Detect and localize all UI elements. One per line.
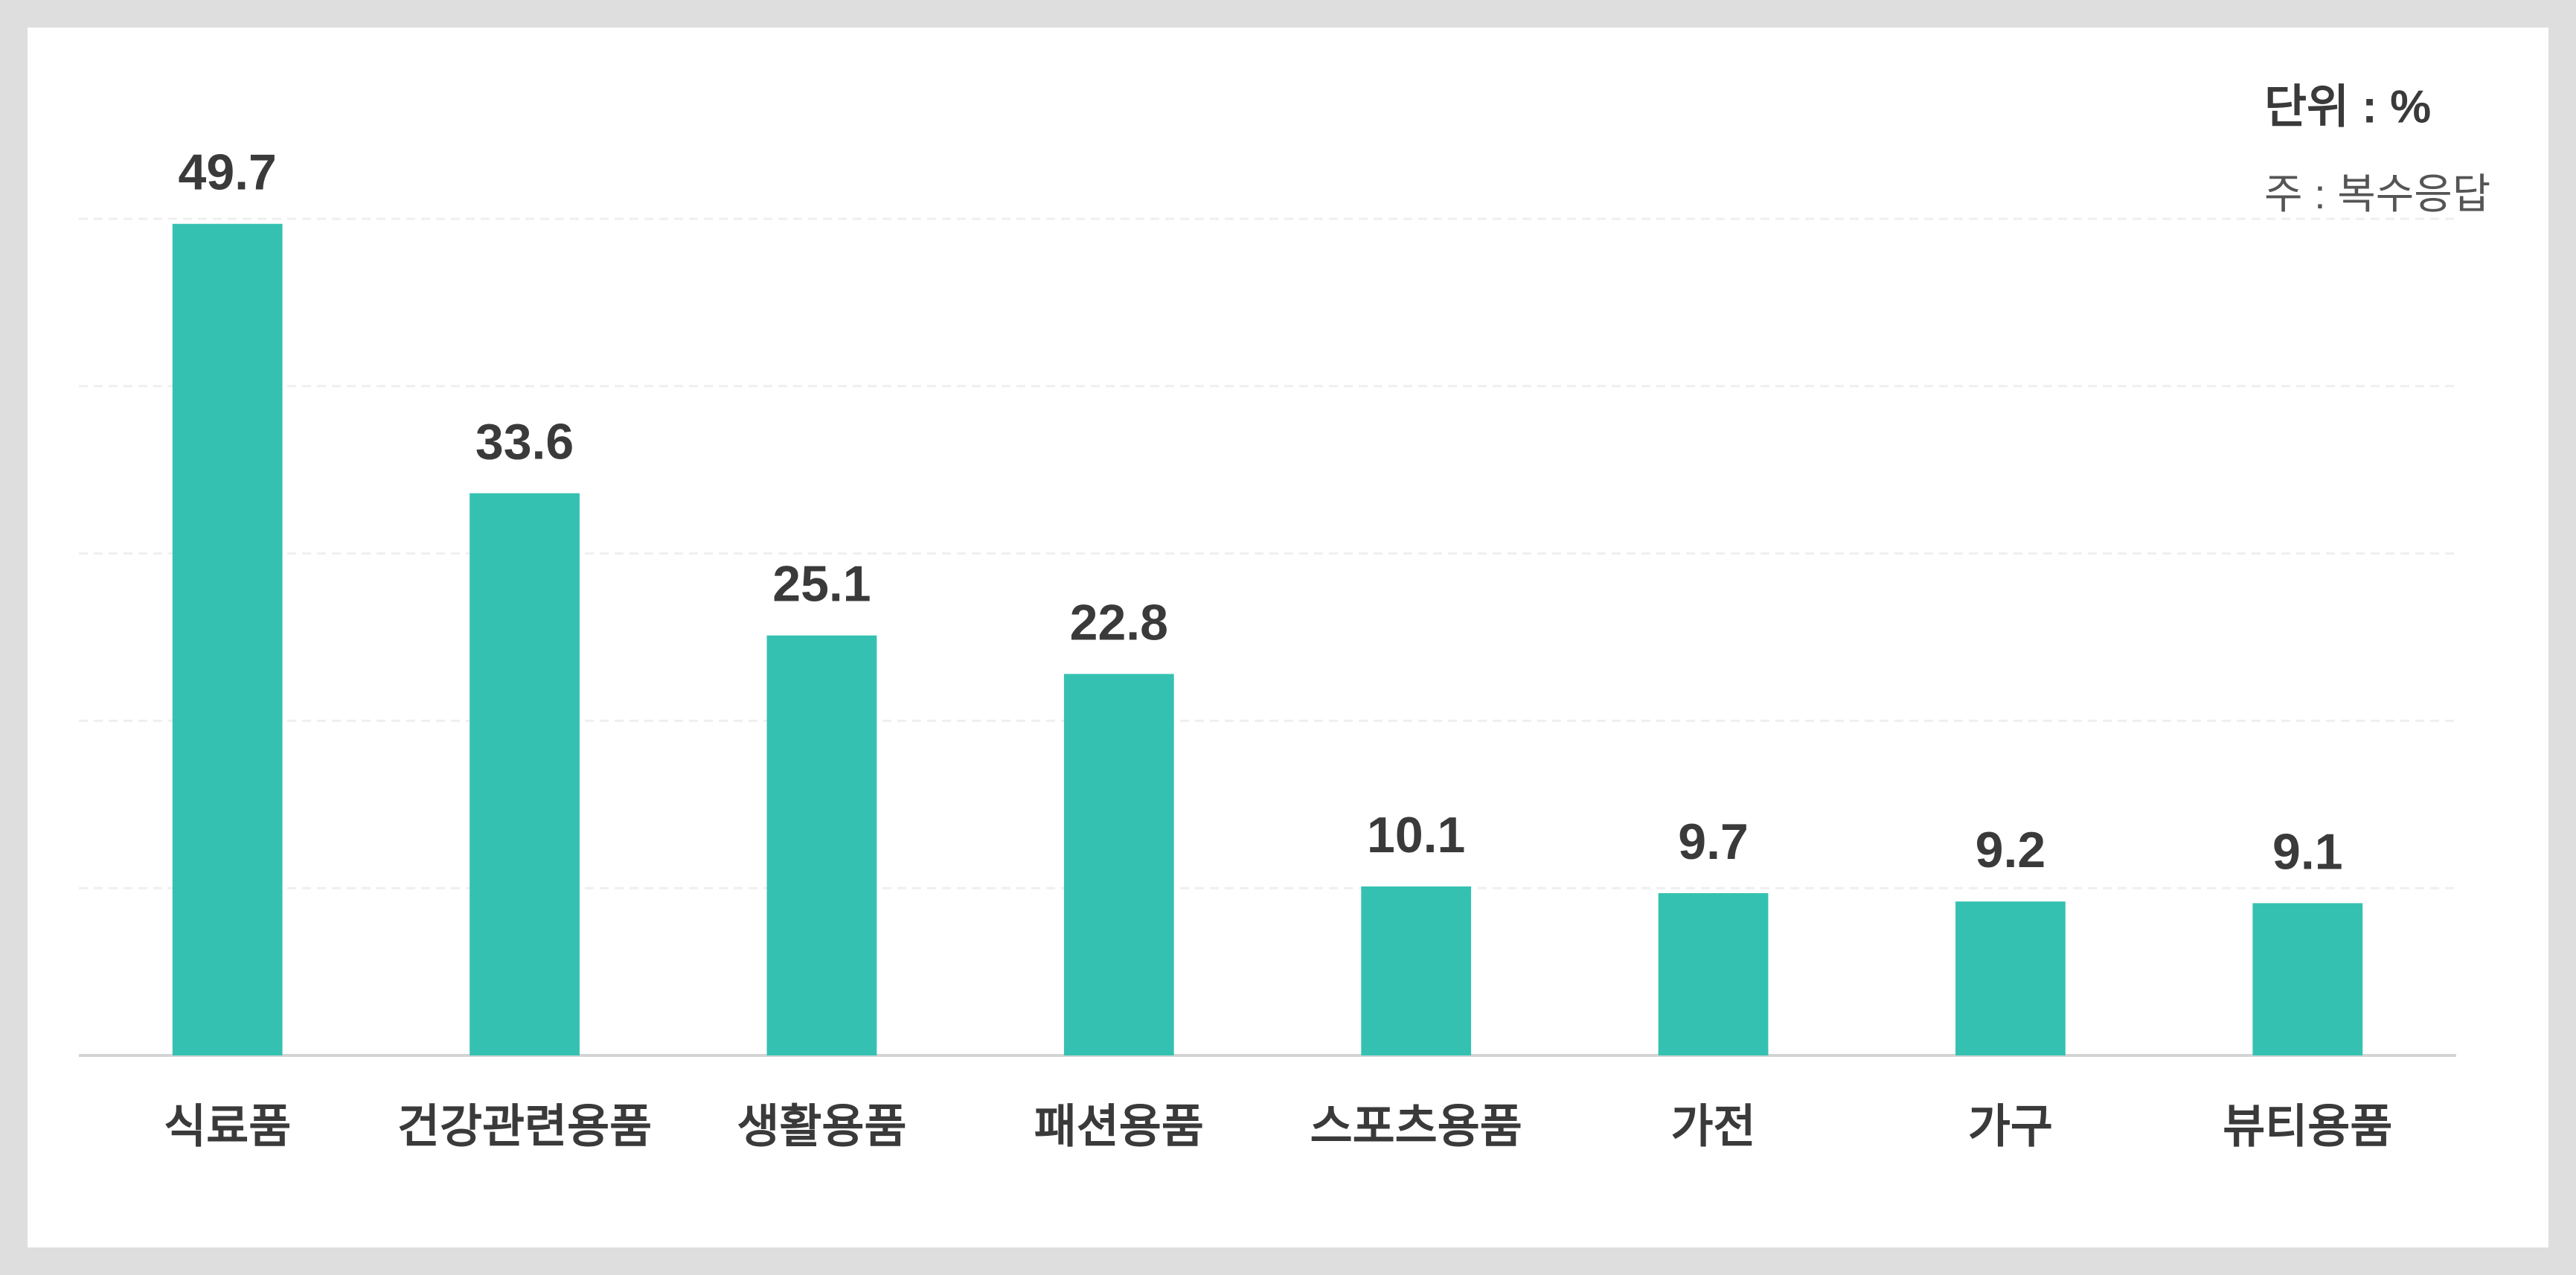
card (28, 28, 2548, 1247)
value-label: 9.7 (1678, 814, 1749, 870)
value-label: 10.1 (1367, 807, 1465, 863)
value-label: 9.1 (2272, 823, 2343, 880)
bar (1955, 901, 2066, 1055)
value-label: 25.1 (772, 556, 871, 613)
x-tick-label: 가구 (1968, 1101, 2053, 1152)
unit-note: 단위 : % (2264, 81, 2431, 132)
x-tick-label: 뷰티용품 (2223, 1101, 2392, 1152)
bar (766, 635, 877, 1055)
bar (172, 223, 283, 1055)
value-label: 22.8 (1070, 594, 1168, 651)
x-tick-label: 패션용품 (1034, 1101, 1204, 1152)
value-label: 9.2 (1976, 822, 2046, 878)
x-tick-label: 생활용품 (737, 1101, 906, 1152)
bar (1658, 892, 1769, 1055)
value-label: 33.6 (475, 414, 574, 470)
bar (1063, 674, 1174, 1055)
x-tick-label: 식료품 (164, 1101, 291, 1152)
x-tick-label: 스포츠용품 (1310, 1101, 1522, 1152)
bar (2252, 903, 2363, 1055)
bar (1361, 886, 1472, 1055)
x-tick-label: 건강관련용품 (397, 1101, 652, 1152)
value-label: 49.7 (179, 144, 277, 201)
bar (470, 493, 580, 1055)
note: 주 : 복수응답 (2264, 170, 2490, 217)
x-tick-label: 가전 (1671, 1101, 1756, 1152)
